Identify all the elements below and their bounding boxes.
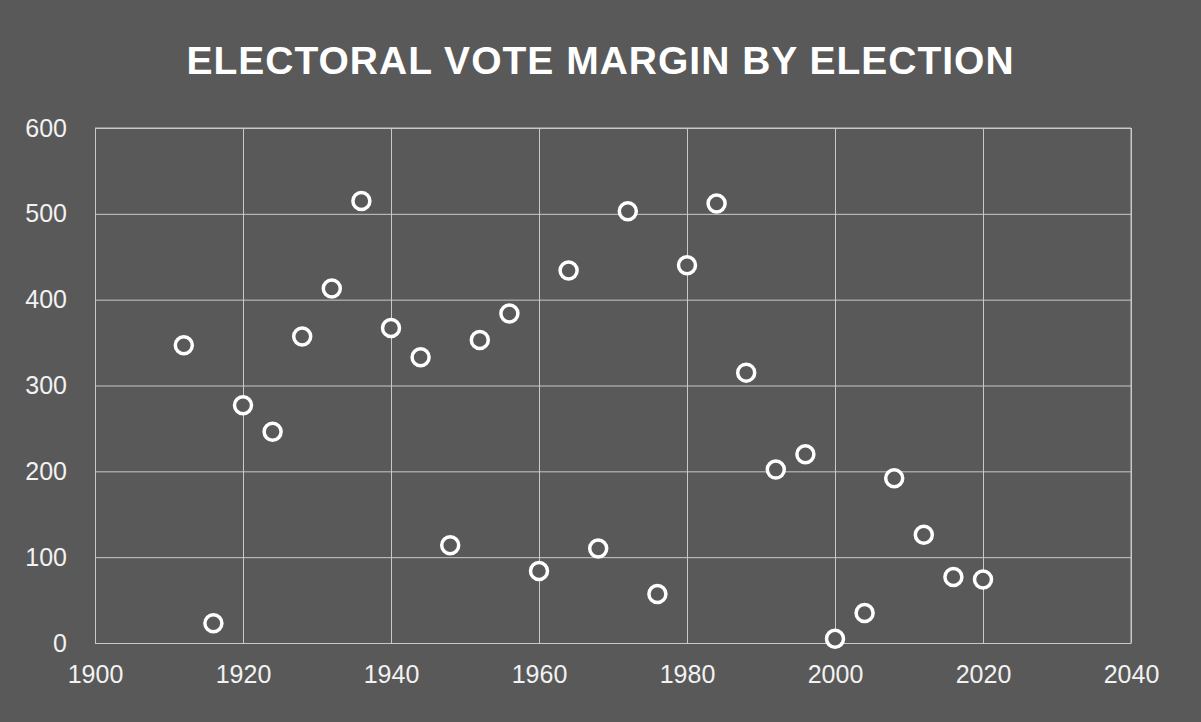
tick-label: 1920 <box>216 660 272 688</box>
point <box>619 203 636 220</box>
point <box>827 630 844 647</box>
point <box>294 328 311 345</box>
tick: 1900 <box>68 128 124 688</box>
tick-label: 0 <box>53 629 67 657</box>
grid-line <box>1131 128 1132 643</box>
point <box>235 397 252 414</box>
tick-label: 500 <box>25 199 67 227</box>
grid-line <box>95 214 1131 215</box>
tick: 1980 <box>660 128 716 688</box>
grid-line <box>95 557 1131 558</box>
tick-label: 2000 <box>808 660 864 688</box>
point <box>264 423 281 440</box>
tick: 300 <box>25 371 1131 399</box>
point <box>323 280 340 297</box>
title: ELECTORAL VOTE MARGIN BY ELECTION <box>186 39 1014 82</box>
point <box>353 192 370 209</box>
x-axis: 1900 1920 1940 1960 1980 2000 2020 2040 <box>68 128 1160 688</box>
point <box>175 337 192 354</box>
points <box>175 192 991 647</box>
grid-line <box>95 128 1131 129</box>
chart: ELECTORAL VOTE MARGIN BY ELECTION 1900 192… <box>0 0 1201 722</box>
tick: 100 <box>25 543 1131 571</box>
tick: 1960 <box>512 128 568 688</box>
y-axis: 0 100 200 300 400 500 600 <box>25 114 1131 657</box>
point <box>590 540 607 557</box>
point <box>501 305 518 322</box>
point <box>856 604 873 621</box>
tick-label: 2040 <box>1104 660 1160 688</box>
tick: 500 <box>25 199 1131 227</box>
point <box>975 571 992 588</box>
point <box>915 526 932 543</box>
tick-label: 1900 <box>68 660 124 688</box>
grid-line <box>95 386 1131 387</box>
point <box>531 562 548 579</box>
point <box>797 446 814 463</box>
tick-label: 1940 <box>364 660 420 688</box>
point <box>886 470 903 487</box>
tick: 1940 <box>364 128 420 688</box>
tick-label: 200 <box>25 457 67 485</box>
tick-label: 400 <box>25 285 67 313</box>
tick-label: 1980 <box>660 660 716 688</box>
tick-label: 300 <box>25 371 67 399</box>
point <box>560 262 577 279</box>
point <box>383 319 400 336</box>
frame-line <box>1131 128 1132 643</box>
tick: 200 <box>25 457 1131 485</box>
tick-label: 1960 <box>512 660 568 688</box>
point <box>205 615 222 632</box>
point <box>442 537 459 554</box>
tick-label: 600 <box>25 114 67 142</box>
tick: 600 <box>25 114 1131 142</box>
tick-label: 100 <box>25 543 67 571</box>
plot: 1900 1920 1940 1960 1980 2000 2020 2040 0 100 200 3… <box>25 114 1159 688</box>
point <box>738 364 755 381</box>
point <box>412 349 429 366</box>
background <box>0 0 1201 722</box>
frame-line <box>95 128 1131 129</box>
grid-line <box>95 471 1131 472</box>
point <box>679 257 696 274</box>
point <box>945 568 962 585</box>
tick: 1920 <box>216 128 272 688</box>
tick: 2020 <box>956 128 1012 688</box>
axis-line <box>96 643 1132 644</box>
point <box>649 586 666 603</box>
point <box>471 332 488 349</box>
grid-line <box>95 300 1131 301</box>
grid-line <box>95 643 1131 644</box>
point <box>767 461 784 478</box>
tick: 400 <box>25 285 1131 313</box>
tick: 2040 <box>1104 128 1160 688</box>
tick-label: 2020 <box>956 660 1012 688</box>
tick: 2000 <box>808 128 864 688</box>
point <box>708 195 725 212</box>
